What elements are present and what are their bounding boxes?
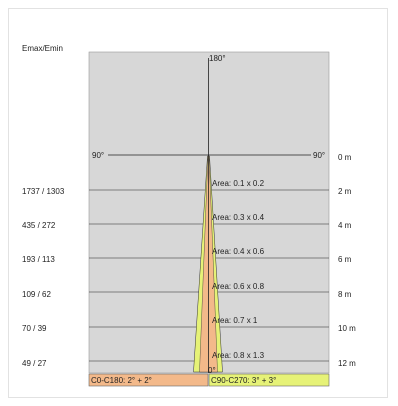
area-label: Area: 0.6 x 0.8 — [212, 282, 265, 291]
angle-90-left-label: 90° — [92, 151, 104, 160]
distance-label: 2 m — [338, 187, 352, 196]
distance-label: 8 m — [338, 290, 352, 299]
area-label: Area: 0.8 x 1.3 — [212, 351, 265, 360]
distance-label: 12 m — [338, 359, 356, 368]
area-label: Area: 0.1 x 0.2 — [212, 179, 265, 188]
area-label: Area: 0.4 x 0.6 — [212, 247, 265, 256]
distance-labels: 0 m 2 m 4 m 6 m 8 m 10 m 12 m — [338, 153, 356, 368]
area-label: Area: 0.7 x 1 — [212, 316, 258, 325]
legend-c0-c180-label: C0-C180: 2° + 2° — [91, 376, 152, 385]
ratio-label: 193 / 113 — [22, 255, 55, 264]
ratio-label: 70 / 39 — [22, 324, 47, 333]
legend-c90-c270-label: C90-C270: 3° + 3° — [211, 376, 276, 385]
distance-label: 10 m — [338, 324, 356, 333]
distance-label: 4 m — [338, 221, 352, 230]
legend-c0-c180 — [88, 373, 209, 387]
emax-emin-header: Emax/Emin — [22, 44, 63, 53]
ratio-label: 1737 / 1303 — [22, 187, 65, 196]
ratio-label: 435 / 272 — [22, 221, 56, 230]
distance-label: 0 m — [338, 153, 352, 162]
ratio-labels: 1737 / 1303 435 / 272 193 / 113 109 / 62… — [22, 187, 65, 368]
area-labels: Area: 0.1 x 0.2 Area: 0.3 x 0.4 Area: 0.… — [212, 179, 265, 360]
distance-label: 6 m — [338, 255, 352, 264]
legend-c90-c270 — [208, 373, 330, 387]
ratio-label: 109 / 62 — [22, 290, 51, 299]
angle-180-label: 180° — [209, 54, 226, 63]
angle-0-label: 0° — [208, 366, 216, 375]
angle-90-right-label: 90° — [313, 151, 325, 160]
area-label: Area: 0.3 x 0.4 — [212, 213, 265, 222]
ratio-label: 49 / 27 — [22, 359, 47, 368]
